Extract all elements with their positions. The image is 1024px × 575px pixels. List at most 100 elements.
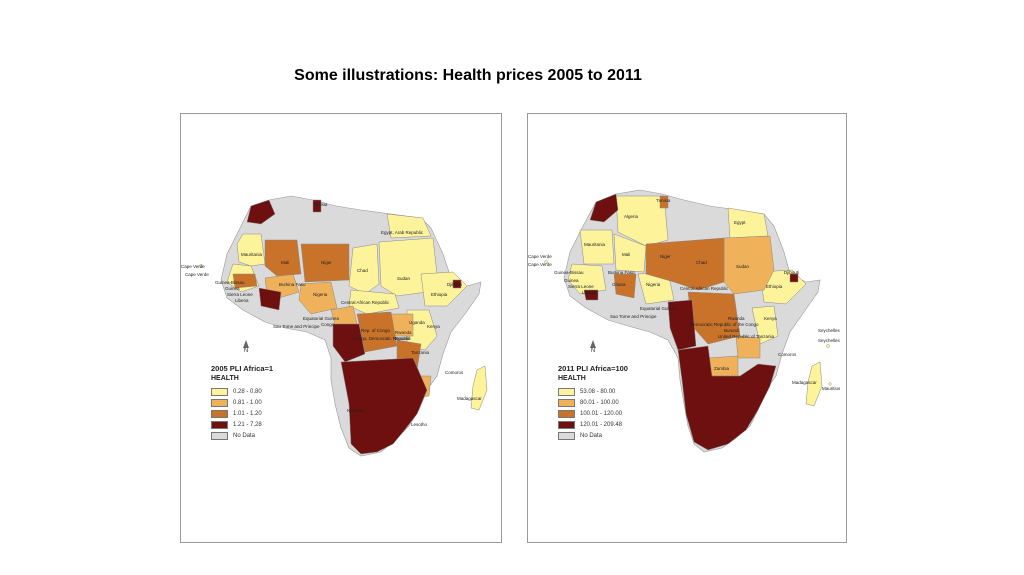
region-tunisia xyxy=(659,195,669,209)
region-tunisia xyxy=(312,199,322,213)
region-burundi-tz xyxy=(735,335,761,359)
slide-title: Some illustrations: Health prices 2005 t… xyxy=(294,67,642,84)
label-zambia: Zambia xyxy=(714,366,730,371)
legend-label: 1.21 - 7.28 xyxy=(233,421,262,428)
label-guinea: Guinea xyxy=(564,278,579,283)
label-cape-verde-2: Cape Verde xyxy=(528,262,552,267)
label-rwanda: Rwanda xyxy=(395,330,412,335)
label-guinea: Guinea xyxy=(225,286,240,291)
legend-item: 0.28 - 0.80 xyxy=(211,386,273,397)
legend-item: No Data xyxy=(558,430,628,441)
legend-item: 1.01 - 1.20 xyxy=(211,408,273,419)
label-ghana: Ghana xyxy=(612,282,626,287)
legend-item: 53.08 - 80.00 xyxy=(558,386,628,397)
region-niger-chad xyxy=(645,237,725,291)
region-madagascar xyxy=(805,361,823,407)
label-ethiopia: Ethiopia xyxy=(766,284,783,289)
legend-swatch xyxy=(558,431,575,440)
legend-title: 2005 PLI Africa=1 xyxy=(211,364,274,373)
label-djibouti: Djibouti xyxy=(784,270,799,275)
label-chad: Chad xyxy=(696,260,707,265)
legend-item: 80.01 - 100.00 xyxy=(558,397,628,408)
legend-item: 120.01 - 209.48 xyxy=(558,419,628,430)
label-eq-guinea: Equatorial Guinea xyxy=(303,316,340,321)
map-2011-panel: Tunisia Algeria Egypt Mauritania Mali Ni… xyxy=(527,113,847,543)
legend-label: 0.81 - 1.00 xyxy=(233,399,262,406)
legend-label: 120.01 - 209.48 xyxy=(580,421,623,428)
label-kenya: Kenya xyxy=(427,324,440,329)
legend-swatch xyxy=(211,409,228,418)
region-mauritius xyxy=(828,382,832,386)
legend-label: 53.08 - 80.00 xyxy=(580,388,616,395)
north-arrow-icon: N xyxy=(588,340,598,354)
label-burkina: Burkina Faso xyxy=(608,270,635,275)
region-chad xyxy=(348,243,380,295)
region-egypt xyxy=(386,213,432,239)
label-djibouti: Djibouti xyxy=(447,282,462,287)
legend-swatch xyxy=(211,398,228,407)
label-burkina: Burkina Faso xyxy=(279,282,306,287)
region-cape-verde xyxy=(544,260,548,264)
label-burundi: Burundi xyxy=(724,328,740,333)
legend-swatch xyxy=(211,420,228,429)
label-nigeria: Nigeria xyxy=(313,292,328,297)
legend-label: 80.01 - 100.00 xyxy=(580,399,619,406)
legend-swatch xyxy=(558,409,575,418)
map-2011-svg: Tunisia Algeria Egypt Mauritania Mali Ni… xyxy=(528,189,841,453)
legend-swatch xyxy=(558,398,575,407)
region-east-coast xyxy=(751,305,779,345)
map-2005-svg: Tunisia Egypt, Arab Republic Mauritania … xyxy=(181,195,488,457)
label-sao-tome: Sao Tome and Principe xyxy=(610,314,657,319)
legend-item: 0.81 - 1.00 xyxy=(211,397,273,408)
label-tunisia: Tunisia xyxy=(656,198,671,203)
label-mauritania: Mauritania xyxy=(584,242,606,247)
legend-2005: 2005 PLI Africa=1 HEALTH 0.28 - 0.80 0.8… xyxy=(211,364,273,441)
label-lesotho: Lesotho xyxy=(411,422,428,427)
label-nigeria: Nigeria xyxy=(646,282,661,287)
label-liberia: Liberia xyxy=(235,298,249,303)
legend-swatch xyxy=(211,431,228,440)
label-mauritania: Mauritania xyxy=(241,252,263,257)
legend-title: 2011 PLI Africa=100 xyxy=(558,364,628,373)
legend-label: 0.28 - 0.80 xyxy=(233,388,262,395)
label-sierra-leone: Sierra Leone xyxy=(227,292,253,297)
region-guinea xyxy=(232,273,258,289)
legend-item: No Data xyxy=(211,430,273,441)
label-sao-tome: Sao Tome and Principe xyxy=(273,324,320,329)
label-drc: Congo, Democratic Republic xyxy=(353,336,411,341)
region-gabon-congo xyxy=(667,299,697,351)
label-seychelles-2: Seychelles xyxy=(818,338,841,343)
region-madagascar xyxy=(470,365,488,411)
label-guinea-bissau: Guinea-Bissau xyxy=(554,270,584,275)
region-southern-africa xyxy=(677,345,777,451)
label-mali: Mali xyxy=(622,252,630,257)
label-cape-verde-2: Cape Verde xyxy=(185,272,209,277)
label-cape-verde-1: Cape Verde xyxy=(528,254,552,259)
label-congo: Congo xyxy=(321,322,335,327)
legend-subtitle: HEALTH xyxy=(558,375,586,382)
label-mali: Mali xyxy=(281,260,289,265)
label-ethiopia: Ethiopia xyxy=(431,292,448,297)
region-seychelles xyxy=(826,344,830,348)
label-tunisia: Tunisia xyxy=(313,202,328,207)
label-comoros: Comoros xyxy=(778,352,797,357)
label-drc: Democratic Republic of the Congo xyxy=(690,322,759,327)
label-algeria: Algeria xyxy=(624,214,639,219)
label-egypt: Egypt, Arab Republic xyxy=(381,230,424,235)
legend-2011: 2011 PLI Africa=100 HEALTH 53.08 - 80.00… xyxy=(558,364,628,441)
label-eq-guinea: Equatorial Guinea xyxy=(640,306,677,311)
region-liberia xyxy=(583,289,599,301)
region-djibouti xyxy=(452,279,462,289)
region-djibouti xyxy=(789,273,799,283)
label-guinea-bissau: Guinea-Bissau xyxy=(215,280,245,285)
region-mauritania xyxy=(236,233,266,267)
region-nigeria xyxy=(298,281,338,315)
label-niger: Niger xyxy=(660,254,671,259)
label-mauritius: Mauritius xyxy=(822,386,841,391)
legend-label: 1.01 - 1.20 xyxy=(233,410,262,417)
legend-item: 1.21 - 7.28 xyxy=(211,419,273,430)
label-seychelles-1: Seychelles xyxy=(818,328,841,333)
label-kenya: Kenya xyxy=(764,316,777,321)
north-arrow-icon: N xyxy=(241,340,251,354)
label-rwanda: Rwanda xyxy=(728,316,745,321)
